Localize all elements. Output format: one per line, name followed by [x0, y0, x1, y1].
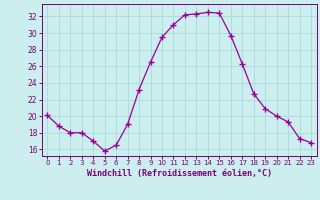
- X-axis label: Windchill (Refroidissement éolien,°C): Windchill (Refroidissement éolien,°C): [87, 169, 272, 178]
